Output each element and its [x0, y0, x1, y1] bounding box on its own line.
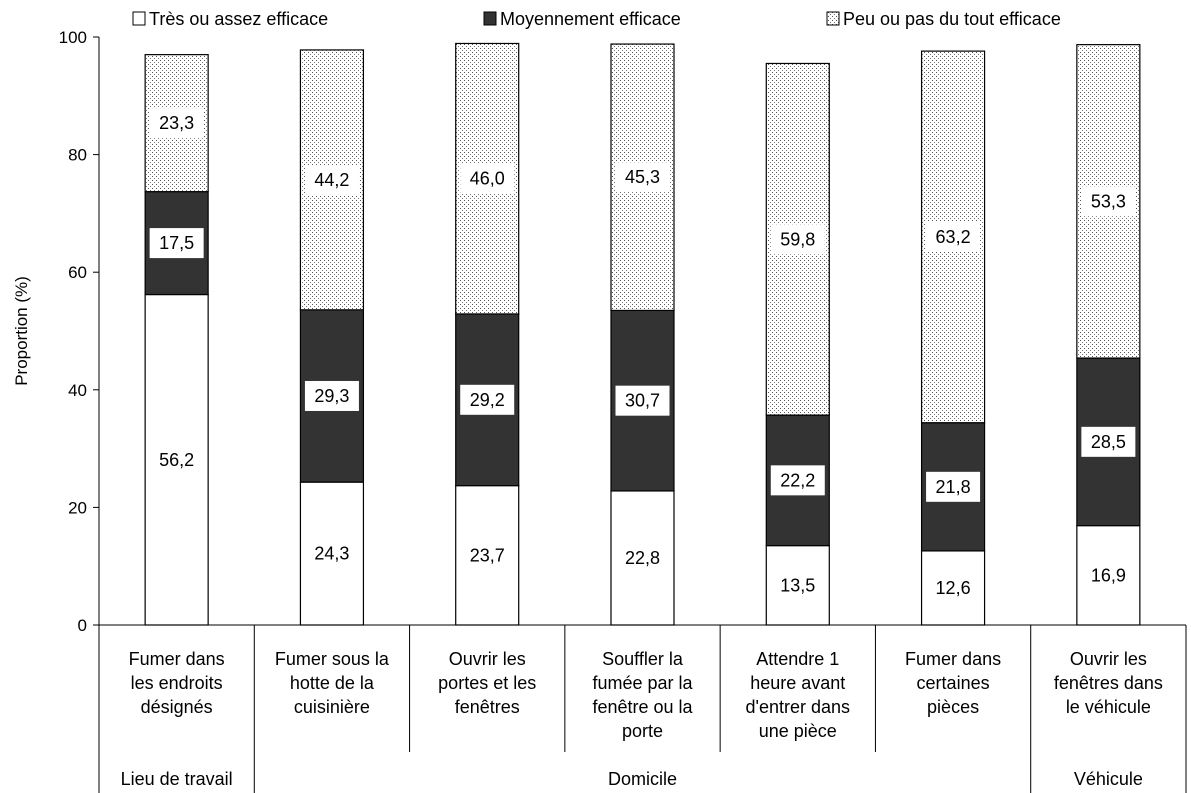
category-label: hotte de la — [290, 673, 375, 693]
y-tick-label: 60 — [68, 263, 87, 282]
data-label: 44,2 — [314, 170, 349, 190]
category-label: Souffler la — [602, 649, 684, 669]
data-label: 13,5 — [780, 575, 815, 595]
data-label-box — [926, 471, 981, 502]
data-label-box — [1081, 426, 1136, 457]
y-axis-title: Proportion (%) — [12, 276, 31, 386]
legend: Très ou assez efficace Moyennement effica… — [132, 9, 1061, 29]
y-axis: 0 20 40 60 80 100 Proportion (%) — [12, 28, 100, 635]
data-label-box — [926, 221, 981, 252]
data-label-box — [1081, 186, 1136, 217]
category-label: Attendre 1 — [756, 649, 839, 669]
y-tick-label: 80 — [68, 146, 87, 165]
data-label-box — [460, 384, 515, 415]
data-label: 28,5 — [1091, 432, 1126, 452]
data-label: 56,2 — [159, 450, 194, 470]
category-label: les endroits — [131, 673, 223, 693]
bar-segment — [1076, 525, 1141, 626]
legend-label: Peu ou pas du tout efficace — [843, 9, 1061, 29]
data-label: 30,7 — [625, 391, 660, 411]
data-label: 22,2 — [780, 470, 815, 490]
legend-swatch — [483, 11, 497, 26]
data-label-box — [770, 224, 825, 255]
data-label: 24,3 — [314, 544, 349, 564]
y-tick-label: 40 — [68, 381, 87, 400]
bar-segment — [455, 485, 520, 626]
y-tick-label: 20 — [68, 498, 87, 517]
data-label: 21,8 — [936, 477, 971, 497]
legend-swatch — [132, 11, 146, 26]
data-label-box — [770, 465, 825, 496]
data-label: 46,0 — [470, 169, 505, 189]
data-label: 23,3 — [159, 113, 194, 133]
data-label: 17,5 — [159, 233, 194, 253]
category-label: Ouvrir les — [1070, 649, 1147, 669]
category-label: fenêtres dans — [1054, 673, 1163, 693]
group-label: Lieu de travail — [121, 769, 233, 789]
data-label-box — [460, 163, 515, 194]
category-label: le véhicule — [1066, 697, 1151, 717]
bar-segment — [765, 545, 830, 626]
group-label: Domicile — [608, 769, 677, 789]
category-label: fumée par la — [592, 673, 693, 693]
data-label-box — [149, 108, 204, 139]
bars: 56,2 17,5 23,3 24,3 29,3 44,2 23,7 29,2 46,0 22,8… — [144, 42, 1141, 626]
category-label: certaines — [917, 673, 990, 693]
category-label: portes et les — [438, 673, 536, 693]
category-label: fenêtres — [455, 697, 520, 717]
data-label: 59,8 — [780, 229, 815, 249]
category-label: pièces — [927, 697, 979, 717]
data-label: 16,9 — [1091, 565, 1126, 585]
data-label-box — [149, 228, 204, 259]
data-label-box — [304, 380, 359, 411]
data-label: 45,3 — [625, 167, 660, 187]
legend-swatch — [826, 11, 840, 26]
bar-segment — [920, 550, 986, 626]
category-label: Fumer dans — [129, 649, 225, 669]
data-label: 53,3 — [1091, 191, 1126, 211]
data-label: 29,3 — [314, 386, 349, 406]
data-label-box — [304, 164, 359, 195]
category-label: Fumer dans — [905, 649, 1001, 669]
data-label: 29,2 — [470, 390, 505, 410]
y-tick-label: 100 — [59, 28, 87, 47]
legend-label: Moyennement efficace — [500, 9, 681, 29]
category-label: Fumer sous la — [275, 649, 390, 669]
data-label-box — [615, 385, 670, 416]
data-label-box — [615, 162, 670, 193]
category-label: une pièce — [759, 721, 837, 741]
legend-label: Très ou assez efficace — [149, 9, 328, 29]
category-label: d'entrer dans — [746, 697, 851, 717]
category-label: cuisinière — [294, 697, 370, 717]
category-label: fenêtre ou la — [592, 697, 693, 717]
data-label: 12,6 — [936, 578, 971, 598]
group-label: Véhicule — [1074, 769, 1143, 789]
category-label: heure avant — [750, 673, 845, 693]
category-label: porte — [622, 721, 663, 741]
x-axis: Fumer dans les endroits désignés Fumer sous… — [98, 624, 1187, 793]
data-label: 22,8 — [625, 548, 660, 568]
category-label: désignés — [141, 697, 213, 717]
y-tick-label: 0 — [78, 616, 87, 635]
data-label: 63,2 — [936, 227, 971, 247]
data-label: 23,7 — [470, 545, 505, 565]
category-label: Ouvrir les — [449, 649, 526, 669]
